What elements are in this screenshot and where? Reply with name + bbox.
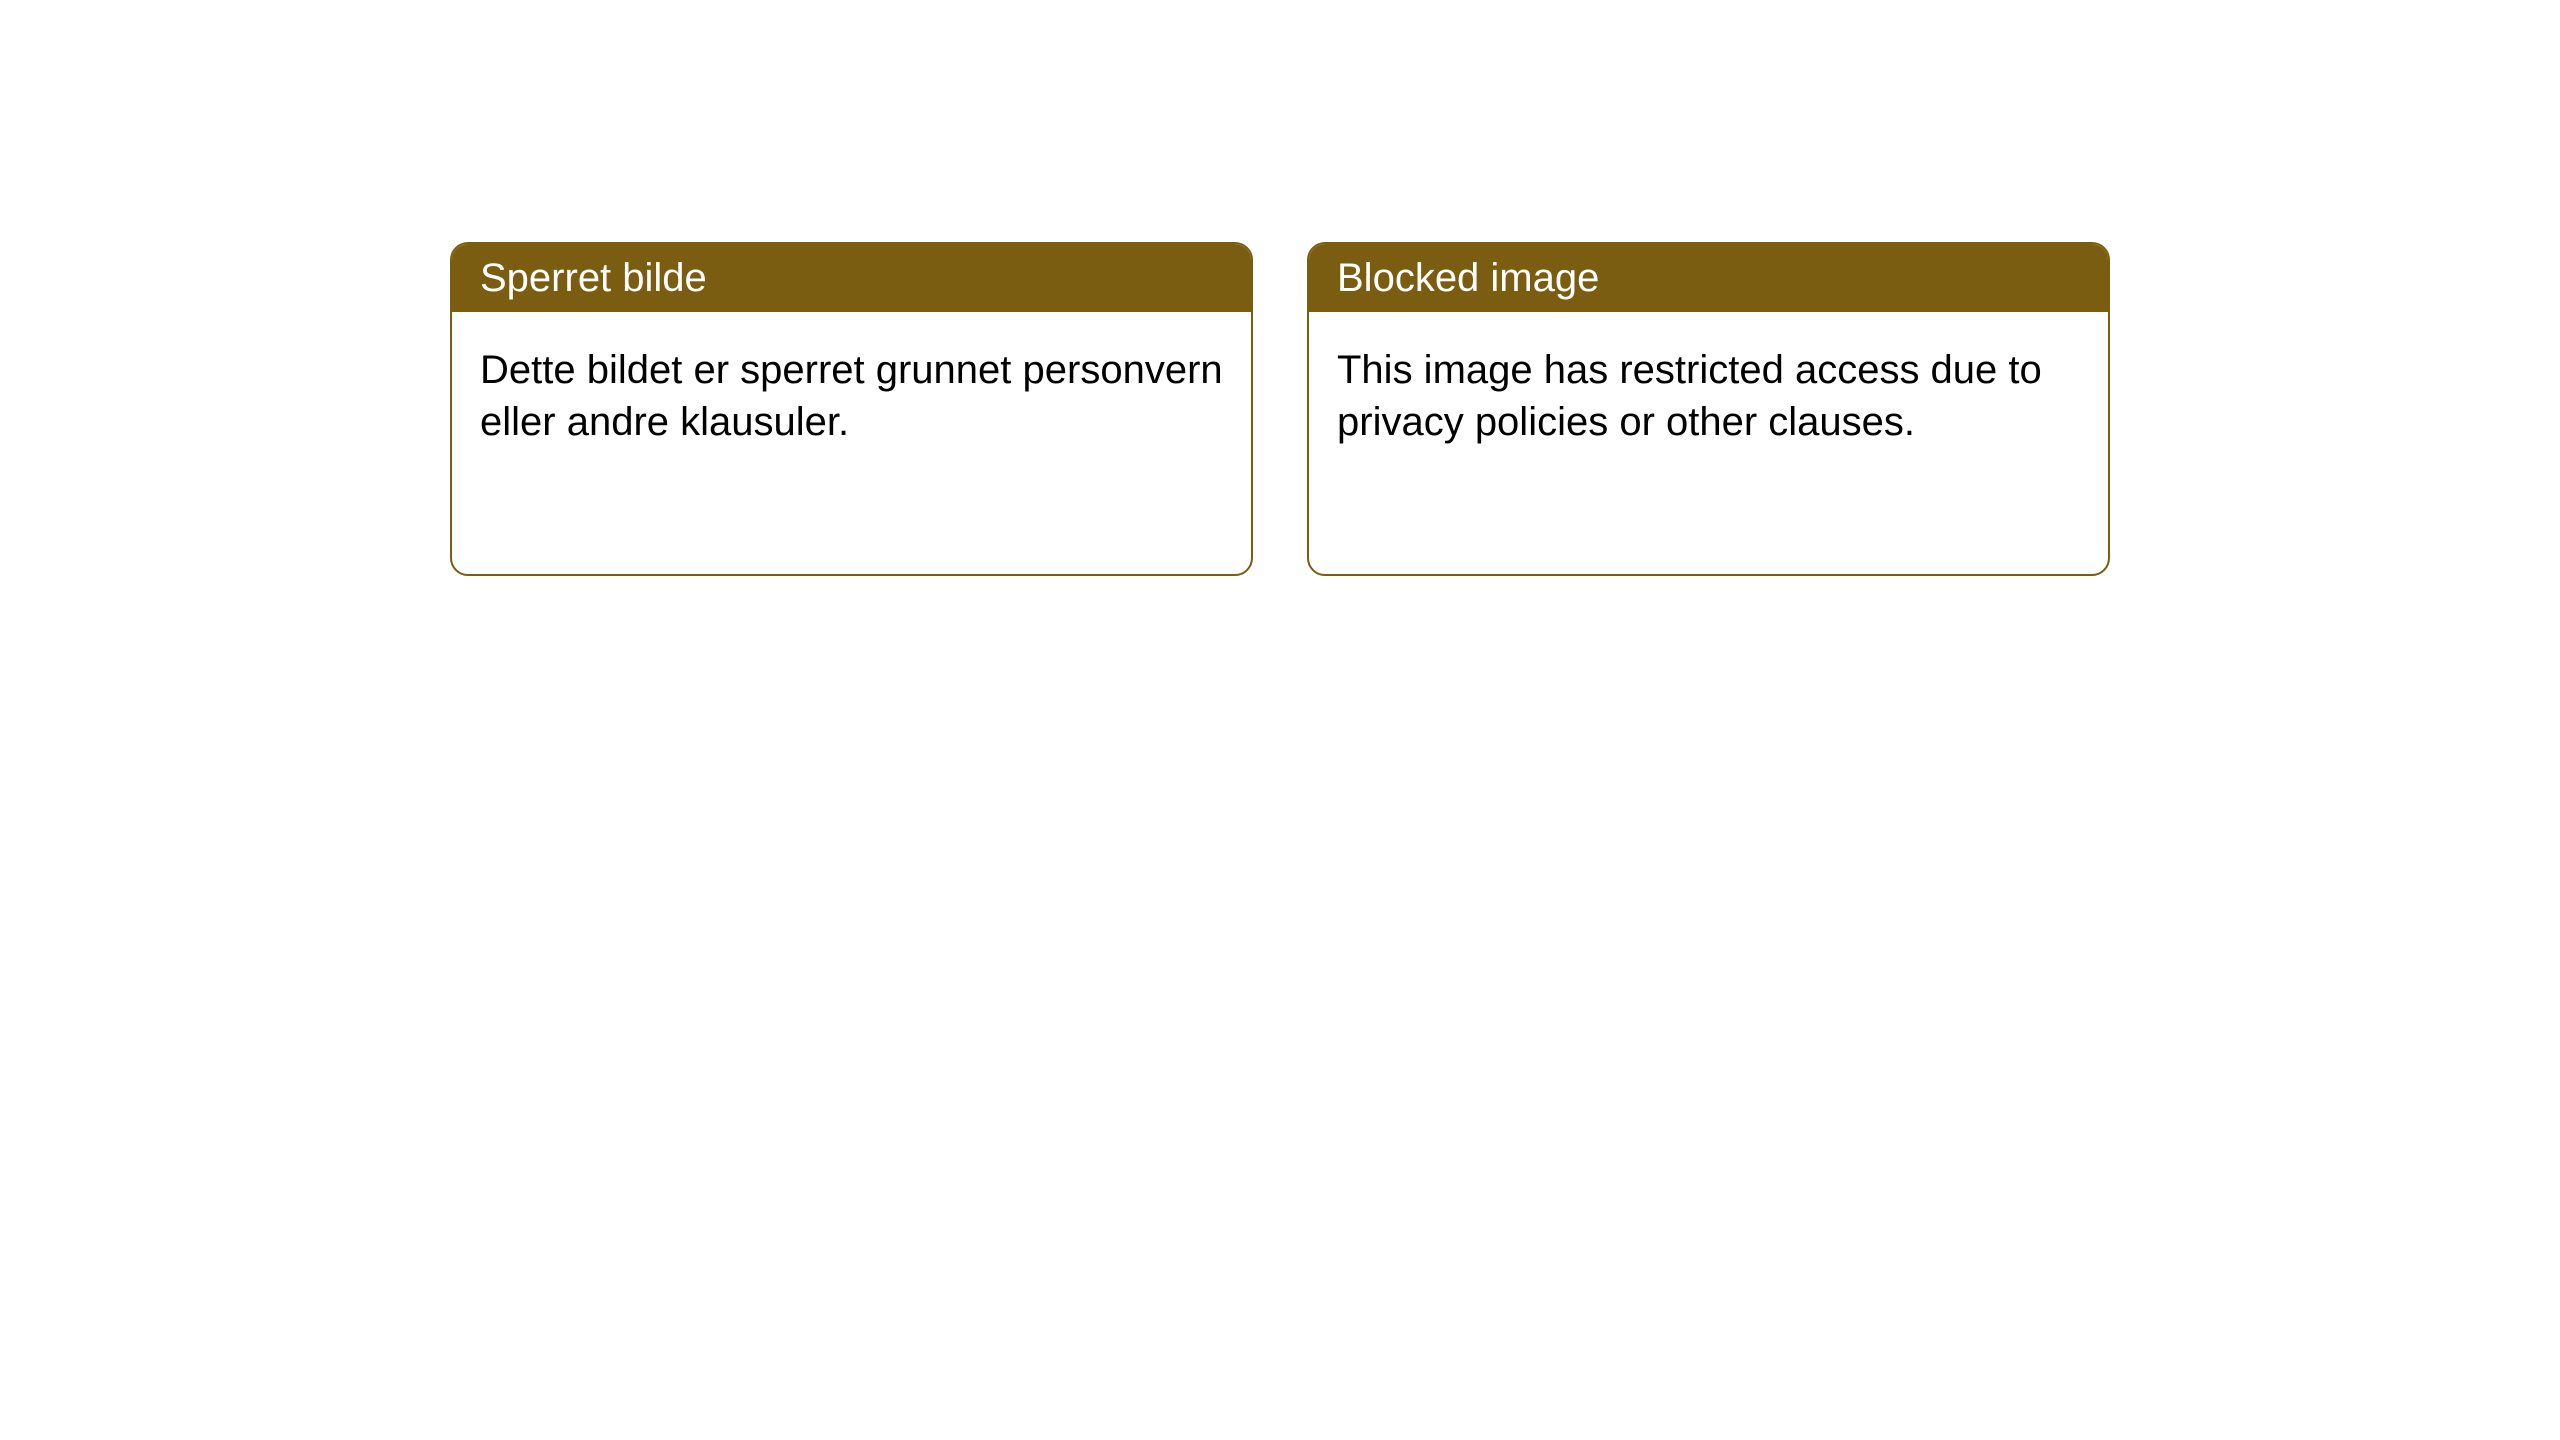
notice-card-norwegian: Sperret bilde Dette bildet er sperret gr… — [450, 242, 1253, 576]
card-body: This image has restricted access due to … — [1309, 312, 2108, 480]
card-header-text: Blocked image — [1337, 256, 1599, 300]
notice-container: Sperret bilde Dette bildet er sperret gr… — [0, 0, 2560, 576]
notice-card-english: Blocked image This image has restricted … — [1307, 242, 2110, 576]
card-header: Sperret bilde — [452, 244, 1251, 312]
card-header: Blocked image — [1309, 244, 2108, 312]
card-body: Dette bildet er sperret grunnet personve… — [452, 312, 1251, 480]
card-header-text: Sperret bilde — [480, 256, 707, 300]
card-body-text: Dette bildet er sperret grunnet personve… — [480, 348, 1223, 444]
card-body-text: This image has restricted access due to … — [1337, 348, 2042, 444]
